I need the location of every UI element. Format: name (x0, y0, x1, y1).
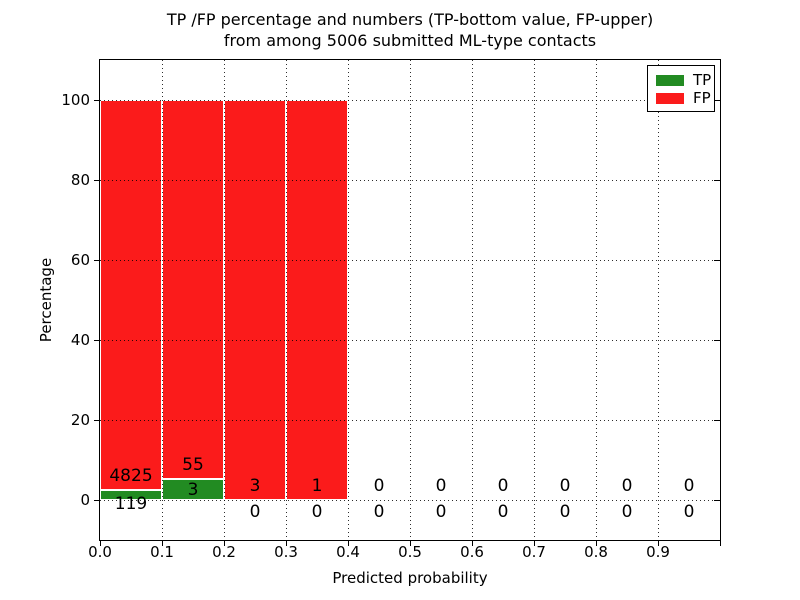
x-tick-mark (347, 540, 349, 546)
tp-count-label: 0 (311, 502, 323, 522)
y-tick-label: 20 (70, 411, 90, 429)
legend-entry-label: TP (693, 70, 712, 89)
bar-fp-segment (286, 100, 348, 500)
y-tick-label: 80 (70, 171, 90, 189)
x-tick-label: 0.6 (460, 543, 484, 561)
x-tick-mark (657, 540, 659, 546)
y-axis-label: Percentage (37, 257, 55, 343)
x-tick-mark (285, 540, 287, 546)
gridline-vertical (410, 60, 411, 540)
x-tick-label: 0.5 (398, 543, 422, 561)
tp-swatch-icon (656, 74, 684, 86)
y-tick-label: 60 (70, 251, 90, 269)
fp-count-label: 0 (373, 476, 385, 496)
gridline-vertical (286, 60, 287, 540)
bar-tp-segment (100, 490, 162, 500)
gridline-vertical (534, 60, 535, 540)
x-tick-mark (471, 540, 473, 546)
y-tick-mark (94, 99, 100, 101)
legend: TP FP (647, 65, 715, 112)
fp-count-label: 0 (683, 476, 695, 496)
y-tick-mark-right (714, 419, 720, 421)
fp-count-label: 4825 (109, 466, 153, 487)
fp-count-label: 0 (497, 476, 509, 496)
y-tick-label: 40 (70, 331, 90, 349)
chart-title-line2: from among 5006 submitted ML-type contac… (223, 31, 597, 50)
chart-title-line1: TP /FP percentage and numbers (TP-bottom… (166, 10, 654, 29)
tp-count-label: 3 (187, 479, 199, 500)
x-tick-mark (409, 540, 411, 546)
tp-count-label: 0 (435, 502, 447, 522)
tp-count-label: 0 (683, 502, 695, 522)
x-tick-label: 0.0 (88, 543, 112, 561)
tp-count-label: 0 (373, 502, 385, 522)
x-axis-label: Predicted probability (332, 569, 488, 587)
bar-fp-segment (162, 100, 224, 480)
x-tick-label: 0.1 (150, 543, 174, 561)
y-tick-mark (94, 419, 100, 421)
tp-count-label: 0 (559, 502, 571, 522)
fp-count-label: 55 (182, 455, 204, 476)
tp-count-label: 0 (249, 502, 261, 522)
y-tick-label: 0 (80, 491, 90, 509)
y-tick-mark (94, 499, 100, 501)
x-tick-mark (223, 540, 225, 546)
gridline-vertical (348, 60, 349, 540)
x-tick-label: 0.7 (522, 543, 546, 561)
fp-count-label: 0 (621, 476, 633, 496)
x-tick-label: 0.2 (212, 543, 236, 561)
x-tick-label: 0.4 (336, 543, 360, 561)
y-tick-label: 100 (61, 91, 90, 109)
gridline-vertical (224, 60, 225, 540)
fp-count-label: 0 (435, 476, 447, 496)
gridline-vertical (162, 60, 163, 540)
y-tick-mark-right (714, 99, 720, 101)
x-tick-mark (161, 540, 163, 546)
y-tick-mark-right (714, 259, 720, 261)
x-tick-mark (595, 540, 597, 546)
y-tick-mark-right (714, 499, 720, 501)
y-tick-mark (94, 179, 100, 181)
x-tick-mark (719, 540, 721, 546)
bar-fp-segment (100, 100, 162, 491)
x-tick-label: 0.3 (274, 543, 298, 561)
gridline-vertical (596, 60, 597, 540)
legend-entry-fp: FP (656, 89, 714, 107)
x-tick-mark (99, 540, 101, 546)
bar-fp-segment (224, 100, 286, 500)
y-tick-mark (94, 259, 100, 261)
chart-title: TP /FP percentage and numbers (TP-bottom… (100, 9, 720, 51)
fp-count-label: 1 (311, 476, 323, 496)
gridline-vertical (472, 60, 473, 540)
tp-count-label: 0 (497, 502, 509, 522)
y-tick-mark-right (714, 179, 720, 181)
fp-count-label: 0 (559, 476, 571, 496)
legend-entry-label: FP (693, 88, 711, 107)
x-tick-label: 0.8 (584, 543, 608, 561)
fp-swatch-icon (656, 92, 684, 104)
plot-area (99, 59, 721, 541)
x-tick-mark (533, 540, 535, 546)
gridline-vertical (658, 60, 659, 540)
y-tick-mark (94, 339, 100, 341)
y-tick-mark-right (714, 339, 720, 341)
x-tick-label: 0.9 (646, 543, 670, 561)
tp-count-label: 0 (621, 502, 633, 522)
legend-entry-tp: TP (656, 71, 714, 89)
fp-count-label: 3 (249, 476, 261, 496)
tp-count-label: 119 (114, 493, 148, 514)
